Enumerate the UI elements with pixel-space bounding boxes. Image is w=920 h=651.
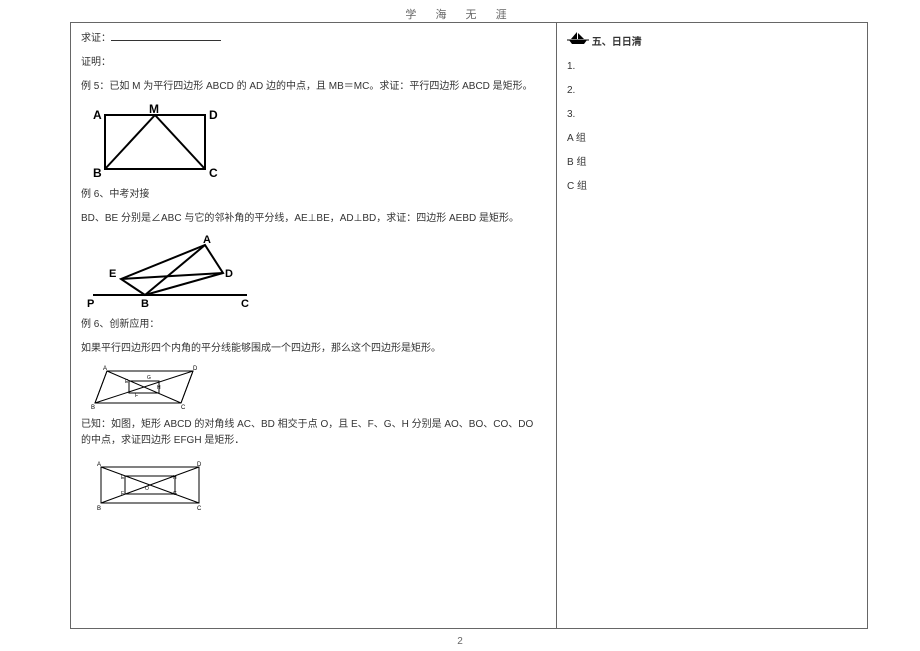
svg-text:C: C	[181, 405, 186, 411]
example-6b-text: 如果平行四边形四个内角的平分线能够围成一个四边形，那么这个四边形是矩形。	[81, 341, 546, 357]
svg-text:F: F	[135, 393, 138, 399]
known-text: 已知：如图，矩形 ABCD 的对角线 AC、BD 相交于点 O，且 E、F、G、…	[81, 417, 546, 449]
page-number: 2	[0, 636, 920, 647]
svg-text:B: B	[141, 298, 149, 310]
svg-text:A: A	[97, 462, 101, 468]
svg-text:D: D	[209, 108, 218, 122]
svg-text:B: B	[97, 506, 101, 512]
boat-icon	[567, 31, 589, 45]
svg-text:A: A	[203, 235, 211, 246]
svg-text:D: D	[197, 462, 202, 468]
item-2: 2.	[567, 83, 857, 99]
svg-text:F: F	[121, 491, 124, 497]
example-5-text: 例 5：已如 M 为平行四边形 ABCD 的 AD 边的中点，且 MB＝MC。求…	[81, 79, 546, 95]
svg-text:C: C	[197, 506, 202, 512]
item-1: 1.	[567, 59, 857, 75]
svg-text:G: G	[147, 375, 151, 381]
svg-text:D: D	[193, 366, 198, 372]
section-five-header: 五、日日清	[567, 31, 857, 51]
svg-text:B: B	[93, 166, 102, 180]
figure-3: A D B C E G F H	[85, 365, 546, 411]
page-header: 学 海 无 涯	[0, 6, 920, 22]
svg-text:E: E	[109, 268, 116, 280]
page-frame: 求证： 证明： 例 5：已如 M 为平行四边形 ABCD 的 AD 边的中点，且…	[70, 22, 868, 629]
section-five-title: 五、日日清	[592, 35, 642, 51]
svg-text:P: P	[87, 298, 94, 310]
group-b: B 组	[567, 155, 857, 171]
svg-text:B: B	[91, 405, 95, 411]
svg-text:C: C	[241, 298, 249, 310]
group-c: C 组	[567, 179, 857, 195]
prove-line: 求证：	[81, 31, 546, 47]
svg-text:A: A	[93, 108, 102, 122]
left-column: 求证： 证明： 例 5：已如 M 为平行四边形 ABCD 的 AD 边的中点，且…	[71, 23, 557, 628]
figure-2: A E D B C P	[85, 235, 546, 311]
example-6b-title: 例 6、创新应用：	[81, 317, 546, 333]
svg-text:A: A	[103, 366, 107, 372]
svg-text:C: C	[209, 166, 218, 180]
svg-text:H: H	[157, 385, 161, 391]
item-3: 3.	[567, 107, 857, 123]
prove-label: 求证：	[81, 33, 111, 44]
example-6a-title: 例 6、中考对接	[81, 187, 546, 203]
svg-text:G: G	[173, 491, 177, 497]
blank-underline	[111, 31, 221, 41]
proof-label: 证明：	[81, 55, 546, 71]
example-6a-text: BD、BE 分别是∠ABC 与它的邻补角的平分线，AE⊥BE，AD⊥BD，求证：…	[81, 211, 546, 227]
svg-text:M: M	[149, 103, 159, 116]
figure-4: A D B C E F G H O	[85, 457, 546, 513]
group-a: A 组	[567, 131, 857, 147]
svg-text:O: O	[145, 486, 149, 492]
figure-1: A M D B C	[85, 103, 546, 181]
right-column: 五、日日清 1. 2. 3. A 组 B 组 C 组	[557, 23, 867, 628]
svg-text:D: D	[225, 268, 233, 280]
svg-text:H: H	[173, 475, 177, 481]
